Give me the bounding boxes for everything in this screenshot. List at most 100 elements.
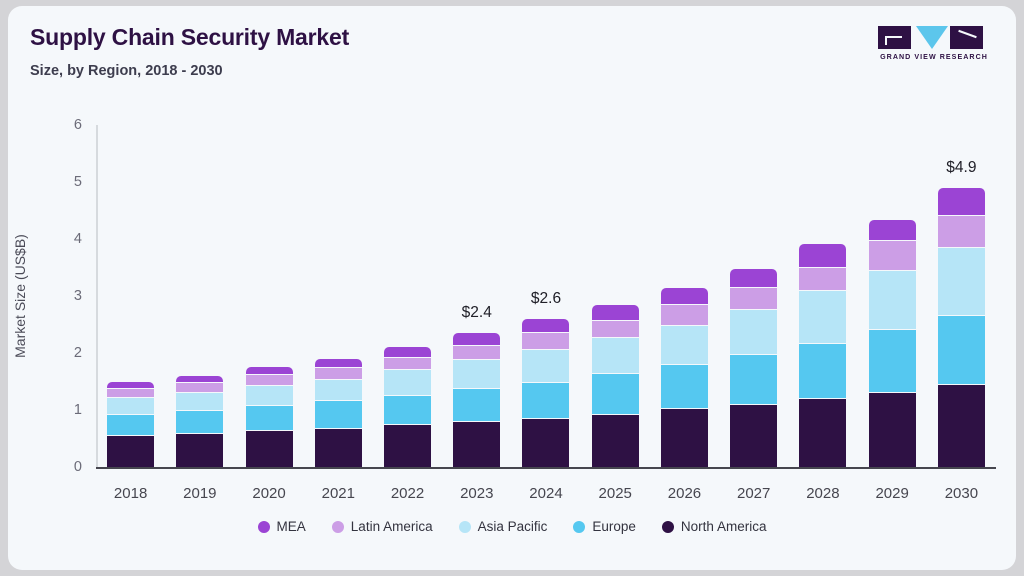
bar-segment-mea[interactable] (522, 318, 570, 334)
bar-segment-north-america[interactable] (660, 408, 708, 467)
bar-segment-north-america[interactable] (937, 384, 985, 467)
bar-column[interactable]: 2026 (650, 125, 719, 502)
stacked-bar[interactable] (799, 244, 847, 467)
bar-column[interactable]: 2027 (719, 125, 788, 502)
bar-segment-mea[interactable] (868, 220, 916, 242)
bar-segment-mea[interactable] (384, 347, 432, 359)
bar-segment-europe[interactable] (453, 388, 501, 422)
bar-segment-mea[interactable] (660, 288, 708, 306)
bar-segment-north-america[interactable] (730, 404, 778, 467)
bar-segment-europe[interactable] (730, 355, 778, 405)
bar-segment-asia-pacific[interactable] (730, 310, 778, 356)
bar-column[interactable]: 2025 (581, 125, 650, 502)
stacked-bar[interactable] (522, 318, 570, 467)
stacked-bar[interactable] (591, 305, 639, 467)
bar-segment-latin-america[interactable] (107, 388, 155, 399)
bar-segment-asia-pacific[interactable] (107, 398, 155, 416)
bar-segment-asia-pacific[interactable] (245, 385, 293, 407)
bar-segment-europe[interactable] (107, 415, 155, 437)
bar-segment-mea[interactable] (937, 187, 985, 216)
x-tick-label: 2024 (529, 485, 563, 502)
bar-segment-mea[interactable] (730, 269, 778, 289)
stacked-bar[interactable] (107, 382, 155, 467)
legend-item-asia-pacific[interactable]: Asia Pacific (458, 519, 547, 534)
bar-segment-latin-america[interactable] (799, 267, 847, 292)
bar-segment-latin-america[interactable] (868, 241, 916, 271)
bar-segment-north-america[interactable] (591, 414, 639, 467)
legend-item-mea[interactable]: MEA (257, 519, 306, 534)
stacked-bar[interactable] (245, 366, 293, 467)
bar-segment-europe[interactable] (868, 330, 916, 393)
bar-segment-north-america[interactable] (245, 431, 293, 467)
stacked-bar[interactable] (730, 269, 778, 467)
bar-segment-mea[interactable] (314, 358, 362, 369)
bar-segment-latin-america[interactable] (384, 358, 432, 371)
bar-segment-asia-pacific[interactable] (799, 291, 847, 345)
bar-segment-mea[interactable] (591, 305, 639, 321)
bar-segment-europe[interactable] (660, 365, 708, 409)
bar-segment-latin-america[interactable] (591, 320, 639, 339)
stacked-bar[interactable] (453, 333, 501, 467)
logo-v-icon (916, 26, 948, 49)
legend-item-europe[interactable]: Europe (573, 519, 636, 534)
bar-segment-asia-pacific[interactable] (384, 370, 432, 396)
stacked-bar[interactable] (176, 375, 224, 467)
stacked-bar[interactable] (314, 358, 362, 467)
bar-segment-europe[interactable] (314, 401, 362, 429)
bar-segment-latin-america[interactable] (245, 375, 293, 386)
grand-view-research-logo: GRAND VIEW RESEARCH (878, 26, 990, 64)
bar-segment-mea[interactable] (176, 375, 224, 384)
bar-column[interactable]: 2028 (788, 125, 857, 502)
bar-column[interactable]: 2022 (373, 125, 442, 502)
stacked-bar[interactable] (937, 187, 985, 467)
bar-column[interactable]: $2.6 2024 (511, 125, 580, 502)
bar-segment-mea[interactable] (453, 333, 501, 347)
stacked-bar[interactable] (660, 288, 708, 467)
bar-segment-north-america[interactable] (107, 436, 155, 467)
bar-segment-north-america[interactable] (314, 428, 362, 467)
bar-segment-asia-pacific[interactable] (868, 270, 916, 331)
bar-segment-asia-pacific[interactable] (591, 338, 639, 375)
bar-segment-latin-america[interactable] (660, 305, 708, 326)
bar-segment-north-america[interactable] (453, 421, 501, 467)
stacked-bar[interactable] (868, 220, 916, 467)
bar-column[interactable]: 2018 (96, 125, 165, 502)
bar-segment-europe[interactable] (937, 315, 985, 385)
bar-segment-latin-america[interactable] (314, 368, 362, 380)
bar-segment-asia-pacific[interactable] (314, 379, 362, 402)
bar-segment-north-america[interactable] (176, 433, 224, 467)
bar-segment-asia-pacific[interactable] (937, 248, 985, 316)
bar-segment-europe[interactable] (591, 374, 639, 415)
bar-segment-mea[interactable] (245, 366, 293, 376)
bar-segment-asia-pacific[interactable] (176, 392, 224, 412)
bar-segment-europe[interactable] (522, 382, 570, 419)
chart-legend: MEA Latin America Asia Pacific Europe North … (8, 519, 1016, 534)
bar-segment-europe[interactable] (176, 411, 224, 434)
bar-segment-latin-america[interactable] (937, 215, 985, 249)
bar-segment-north-america[interactable] (799, 398, 847, 467)
bar-segment-north-america[interactable] (868, 392, 916, 467)
bar-segment-latin-america[interactable] (730, 288, 778, 311)
bar-segment-asia-pacific[interactable] (660, 325, 708, 365)
bar-segment-latin-america[interactable] (522, 333, 570, 351)
bar-segment-latin-america[interactable] (176, 383, 224, 393)
bar-segment-europe[interactable] (245, 406, 293, 432)
stacked-bar[interactable] (384, 347, 432, 467)
bar-segment-mea[interactable] (107, 382, 155, 389)
bar-column[interactable]: $4.9 2030 (927, 125, 996, 502)
legend-item-north-america[interactable]: North America (661, 519, 766, 534)
bar-segment-north-america[interactable] (522, 418, 570, 467)
bar-column[interactable]: 2021 (304, 125, 373, 502)
bar-segment-mea[interactable] (799, 244, 847, 268)
bar-segment-asia-pacific[interactable] (453, 360, 501, 389)
bar-segment-europe[interactable] (384, 395, 432, 426)
bar-column[interactable]: 2020 (234, 125, 303, 502)
bar-segment-asia-pacific[interactable] (522, 350, 570, 383)
bar-column[interactable]: $2.4 2023 (442, 125, 511, 502)
bar-segment-europe[interactable] (799, 344, 847, 399)
bar-segment-latin-america[interactable] (453, 346, 501, 361)
legend-item-latin-america[interactable]: Latin America (331, 519, 433, 534)
bar-segment-north-america[interactable] (384, 425, 432, 467)
bar-column[interactable]: 2029 (858, 125, 927, 502)
bar-column[interactable]: 2019 (165, 125, 234, 502)
